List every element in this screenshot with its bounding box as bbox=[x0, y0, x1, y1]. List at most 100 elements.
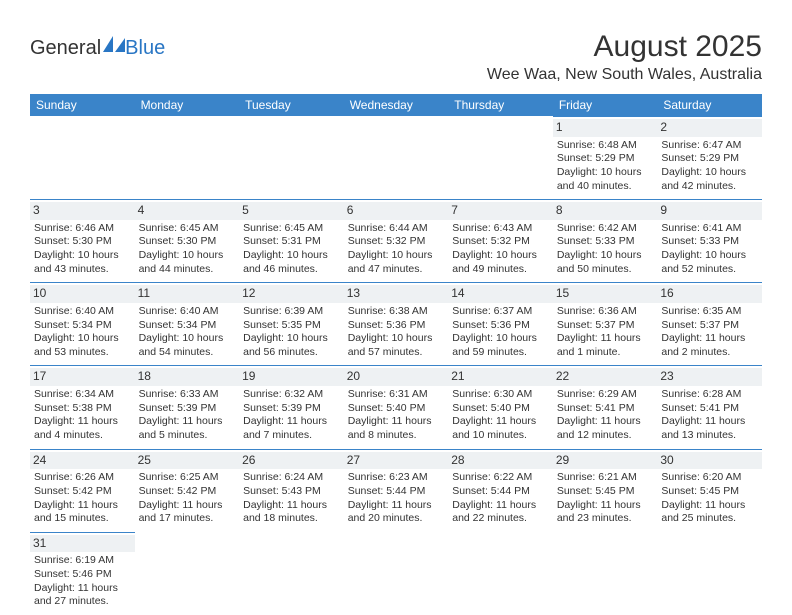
day-number: 22 bbox=[553, 368, 658, 386]
calendar-cell: 17 Sunrise: 6:34 AMSunset: 5:38 PMDayligh… bbox=[30, 366, 135, 449]
calendar-cell: 3 Sunrise: 6:46 AMSunset: 5:30 PMDaylight… bbox=[30, 200, 135, 283]
weekday-header: Sunday bbox=[30, 94, 135, 117]
day-number: 3 bbox=[30, 202, 135, 220]
logo-text-general: General bbox=[30, 37, 101, 60]
day-info: Sunrise: 6:19 AMSunset: 5:46 PMDaylight:… bbox=[34, 554, 131, 609]
day-info: Sunrise: 6:30 AMSunset: 5:40 PMDaylight:… bbox=[452, 388, 549, 443]
calendar-cell: 22Sunrise: 6:29 AMSunset: 5:41 PMDayligh… bbox=[553, 366, 658, 449]
day-number: 11 bbox=[135, 285, 240, 303]
calendar-head: SundayMondayTuesdayWednesdayThursdayFrid… bbox=[30, 94, 762, 117]
day-info: Sunrise: 6:32 AMSunset: 5:39 PMDaylight:… bbox=[243, 388, 340, 443]
day-number: 25 bbox=[135, 452, 240, 470]
day-info: Sunrise: 6:39 AMSunset: 5:35 PMDaylight:… bbox=[243, 305, 340, 360]
calendar-cell bbox=[657, 532, 762, 615]
day-info: Sunrise: 6:45 AMSunset: 5:30 PMDaylight:… bbox=[139, 222, 236, 277]
day-info: Sunrise: 6:44 AMSunset: 5:32 PMDaylight:… bbox=[348, 222, 445, 277]
calendar-cell bbox=[448, 117, 553, 200]
calendar-cell: 6 Sunrise: 6:44 AMSunset: 5:32 PMDaylight… bbox=[344, 200, 449, 283]
month-title: August 2025 bbox=[487, 30, 762, 64]
day-number: 23 bbox=[657, 368, 762, 386]
calendar-cell: 21 Sunrise: 6:30 AMSunset: 5:40 PMDayligh… bbox=[448, 366, 553, 449]
calendar-cell bbox=[553, 532, 658, 615]
day-info: Sunrise: 6:38 AMSunset: 5:36 PMDaylight:… bbox=[348, 305, 445, 360]
day-number: 12 bbox=[239, 285, 344, 303]
logo-text-blue: Blue bbox=[125, 37, 165, 60]
calendar-cell: 27Sunrise: 6:23 AMSunset: 5:44 PMDayligh… bbox=[344, 449, 449, 532]
day-info: Sunrise: 6:41 AMSunset: 5:33 PMDaylight:… bbox=[661, 222, 758, 277]
day-number: 19 bbox=[239, 368, 344, 386]
calendar-cell: 9 Sunrise: 6:41 AMSunset: 5:33 PMDaylight… bbox=[657, 200, 762, 283]
day-number: 15 bbox=[553, 285, 658, 303]
day-number: 14 bbox=[448, 285, 553, 303]
weekday-header: Tuesday bbox=[239, 94, 344, 117]
day-info: Sunrise: 6:35 AMSunset: 5:37 PMDaylight:… bbox=[661, 305, 758, 360]
day-info: Sunrise: 6:31 AMSunset: 5:40 PMDaylight:… bbox=[348, 388, 445, 443]
calendar-cell bbox=[135, 532, 240, 615]
day-number: 18 bbox=[135, 368, 240, 386]
day-number: 26 bbox=[239, 452, 344, 470]
header: General Blue August 2025 Wee Waa, New So… bbox=[30, 30, 762, 84]
calendar-cell: 13Sunrise: 6:38 AMSunset: 5:36 PMDayligh… bbox=[344, 283, 449, 366]
day-number: 30 bbox=[657, 452, 762, 470]
day-number: 1 bbox=[553, 119, 658, 137]
day-number: 17 bbox=[30, 368, 135, 386]
calendar-cell: 25Sunrise: 6:25 AMSunset: 5:42 PMDayligh… bbox=[135, 449, 240, 532]
day-info: Sunrise: 6:46 AMSunset: 5:30 PMDaylight:… bbox=[34, 222, 131, 277]
day-number: 29 bbox=[553, 452, 658, 470]
calendar-cell: 5Sunrise: 6:45 AMSunset: 5:31 PMDaylight… bbox=[239, 200, 344, 283]
calendar-cell bbox=[344, 117, 449, 200]
calendar-cell: 19 Sunrise: 6:32 AMSunset: 5:39 PMDayligh… bbox=[239, 366, 344, 449]
day-number: 20 bbox=[344, 368, 449, 386]
calendar-cell: 23 Sunrise: 6:28 AMSunset: 5:41 PMDayligh… bbox=[657, 366, 762, 449]
calendar-cell: 24Sunrise: 6:26 AMSunset: 5:42 PMDayligh… bbox=[30, 449, 135, 532]
calendar-cell bbox=[30, 117, 135, 200]
weekday-header: Friday bbox=[553, 94, 658, 117]
day-info: Sunrise: 6:34 AMSunset: 5:38 PMDaylight:… bbox=[34, 388, 131, 443]
calendar-cell: 20 Sunrise: 6:31 AMSunset: 5:40 PMDayligh… bbox=[344, 366, 449, 449]
day-number: 21 bbox=[448, 368, 553, 386]
calendar-cell: 16 Sunrise: 6:35 AMSunset: 5:37 PMDayligh… bbox=[657, 283, 762, 366]
day-number: 7 bbox=[448, 202, 553, 220]
day-info: Sunrise: 6:37 AMSunset: 5:36 PMDaylight:… bbox=[452, 305, 549, 360]
sail-icon bbox=[103, 36, 125, 52]
calendar-cell bbox=[135, 117, 240, 200]
calendar-cell: 12 Sunrise: 6:39 AMSunset: 5:35 PMDayligh… bbox=[239, 283, 344, 366]
day-info: Sunrise: 6:43 AMSunset: 5:32 PMDaylight:… bbox=[452, 222, 549, 277]
day-info: Sunrise: 6:26 AMSunset: 5:42 PMDaylight:… bbox=[34, 471, 131, 526]
calendar-cell: 28Sunrise: 6:22 AMSunset: 5:44 PMDayligh… bbox=[448, 449, 553, 532]
calendar-cell: 15 Sunrise: 6:36 AMSunset: 5:37 PMDayligh… bbox=[553, 283, 658, 366]
calendar-cell bbox=[344, 532, 449, 615]
day-number: 6 bbox=[344, 202, 449, 220]
day-number: 10 bbox=[30, 285, 135, 303]
calendar-cell: 29Sunrise: 6:21 AMSunset: 5:45 PMDayligh… bbox=[553, 449, 658, 532]
calendar-cell: 8Sunrise: 6:42 AMSunset: 5:33 PMDaylight… bbox=[553, 200, 658, 283]
calendar-cell: 10 Sunrise: 6:40 AMSunset: 5:34 PMDayligh… bbox=[30, 283, 135, 366]
day-number: 9 bbox=[657, 202, 762, 220]
day-number: 16 bbox=[657, 285, 762, 303]
day-info: Sunrise: 6:23 AMSunset: 5:44 PMDaylight:… bbox=[348, 471, 445, 526]
day-info: Sunrise: 6:36 AMSunset: 5:37 PMDaylight:… bbox=[557, 305, 654, 360]
day-info: Sunrise: 6:47 AMSunset: 5:29 PMDaylight:… bbox=[661, 139, 758, 194]
calendar-cell: 7 Sunrise: 6:43 AMSunset: 5:32 PMDaylight… bbox=[448, 200, 553, 283]
location: Wee Waa, New South Wales, Australia bbox=[487, 66, 762, 84]
weekday-header: Thursday bbox=[448, 94, 553, 117]
calendar-body: 1 Sunrise: 6:48 AMSunset: 5:29 PMDaylight… bbox=[30, 117, 762, 615]
day-number: 28 bbox=[448, 452, 553, 470]
day-info: Sunrise: 6:24 AMSunset: 5:43 PMDaylight:… bbox=[243, 471, 340, 526]
calendar-cell bbox=[448, 532, 553, 615]
calendar-cell: 26Sunrise: 6:24 AMSunset: 5:43 PMDayligh… bbox=[239, 449, 344, 532]
calendar-cell: 31Sunrise: 6:19 AMSunset: 5:46 PMDayligh… bbox=[30, 532, 135, 615]
title-block: August 2025 Wee Waa, New South Wales, Au… bbox=[487, 30, 762, 84]
calendar-cell bbox=[239, 532, 344, 615]
day-info: Sunrise: 6:28 AMSunset: 5:41 PMDaylight:… bbox=[661, 388, 758, 443]
day-info: Sunrise: 6:40 AMSunset: 5:34 PMDaylight:… bbox=[34, 305, 131, 360]
day-info: Sunrise: 6:33 AMSunset: 5:39 PMDaylight:… bbox=[139, 388, 236, 443]
day-info: Sunrise: 6:21 AMSunset: 5:45 PMDaylight:… bbox=[557, 471, 654, 526]
day-number: 24 bbox=[30, 452, 135, 470]
day-info: Sunrise: 6:20 AMSunset: 5:45 PMDaylight:… bbox=[661, 471, 758, 526]
weekday-header: Monday bbox=[135, 94, 240, 117]
day-number: 4 bbox=[135, 202, 240, 220]
calendar-cell: 1 Sunrise: 6:48 AMSunset: 5:29 PMDaylight… bbox=[553, 117, 658, 200]
day-info: Sunrise: 6:48 AMSunset: 5:29 PMDaylight:… bbox=[557, 139, 654, 194]
calendar-cell: 30Sunrise: 6:20 AMSunset: 5:45 PMDayligh… bbox=[657, 449, 762, 532]
